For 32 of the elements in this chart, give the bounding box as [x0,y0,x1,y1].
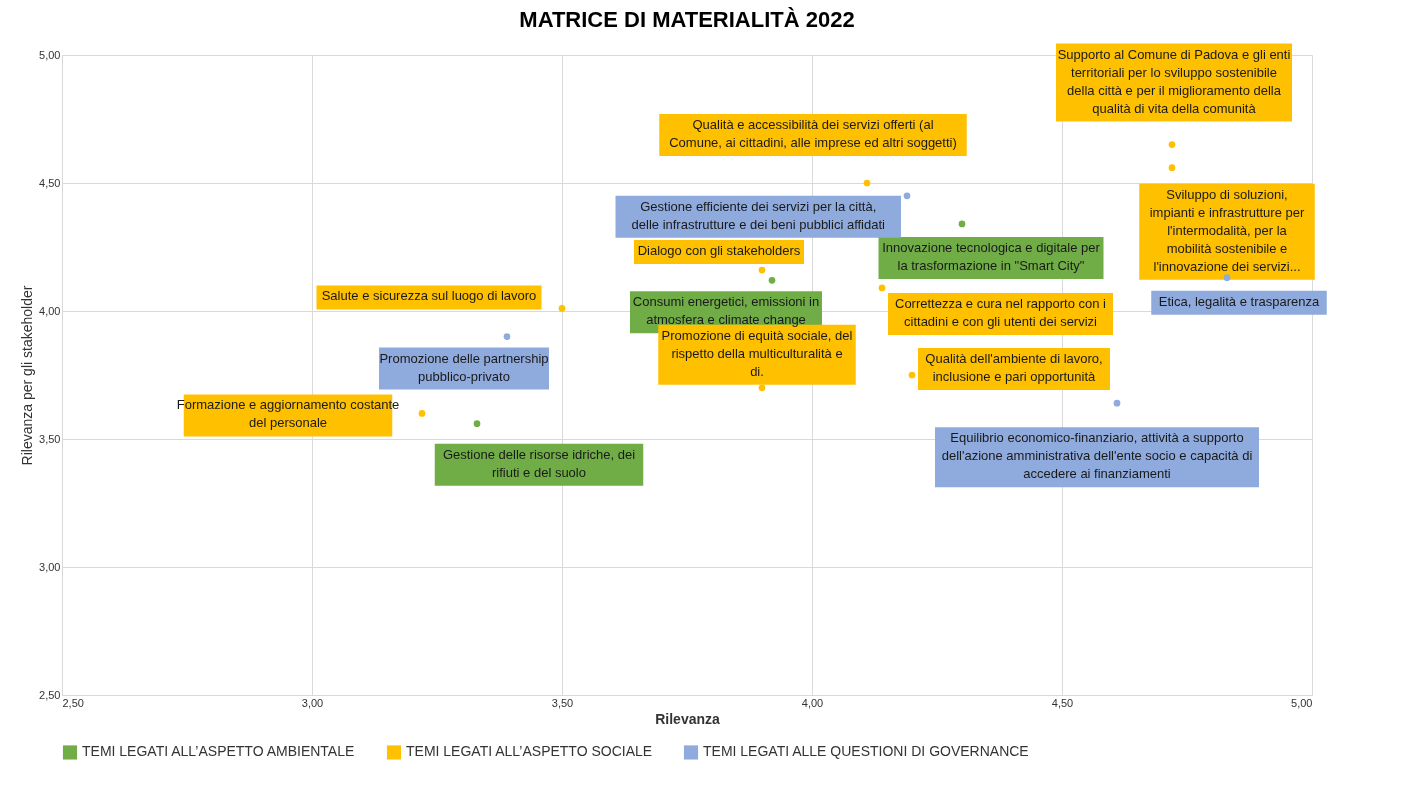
legend-label: TEMI LEGATI ALL’ASPETTO AMBIENTALE [82,743,355,760]
data-label: Gestione delle risorse idriche, dei rifiuti e del suolo [442,446,636,480]
y-tick-label: 5,00 [39,48,61,61]
x-tick-label: 3,00 [301,696,324,709]
data-label: Sviluppo di soluzioni, impianti e infrastrutture per l'intermodalità, per la mobilità sostenibile e l'innovazione dei servizi... [1149,186,1305,274]
data-label: Consumi energetici, emissioni in atmosfera e climate change [632,294,820,328]
x-tick-label: 5,00 [1291,696,1313,709]
y-axis-title: Rilevanza per gli stakeholder [19,285,36,466]
x-tick-label: 4,00 [801,696,824,709]
y-tick-label: 3,50 [39,432,61,445]
y-tick-label: 4,00 [39,304,61,317]
legend-label: TEMI LEGATI ALLE QUESTIONI DI GOVERNANCE [703,743,1029,760]
data-label: Qualità dell'ambiente di lavoro, inclusione e pari opportunità [925,351,1103,384]
chart-title: MATRICE DI MATERIALITÀ 2022 [519,6,855,32]
y-tick-label: 3,00 [39,560,61,573]
data-label: Qualità e accessibilità dei servizi offerti (al Comune, ai cittadini, alle imprese ed altri soggetti) [669,117,957,150]
legend-label: TEMI LEGATI ALL’ASPETTO SOCIALE [406,743,653,760]
x-tick-label: 2,50 [62,696,84,709]
y-tick-label: 2,50 [39,688,61,701]
x-axis-title: Rilevanza [655,710,720,727]
data-label: Correttezza e cura nel rapporto con i cittadini e con gli utenti dei servizi [895,295,1107,329]
data-label: Innovazione tecnologica e digitale per la trasformazione in "Smart City" [882,239,1101,273]
y-tick-label: 4,50 [39,176,61,189]
data-label: Etica, legalità e trasparenza [1158,293,1320,309]
data-label: Promozione delle partnership pubblico-privato [379,350,549,384]
data-label: Salute e sicurezza sul luogo di lavoro [321,288,537,304]
data-label: Equilibrio economico-finanziario, attività a supporto dell'azione amministrativa dell'ente socio e capacità di accedere ai finanziamenti [941,430,1253,482]
x-tick-label: 3,50 [551,696,574,709]
x-tick-label: 4,50 [1051,696,1074,709]
data-label: Gestione efficiente dei servizi per la città, delle infrastrutture e dei beni pubblici affidati [631,198,886,232]
data-label: Dialogo con gli stakeholders [637,243,801,259]
data-label: Promozione di equità sociale, del rispetto della multiculturalità e di. [661,327,853,379]
